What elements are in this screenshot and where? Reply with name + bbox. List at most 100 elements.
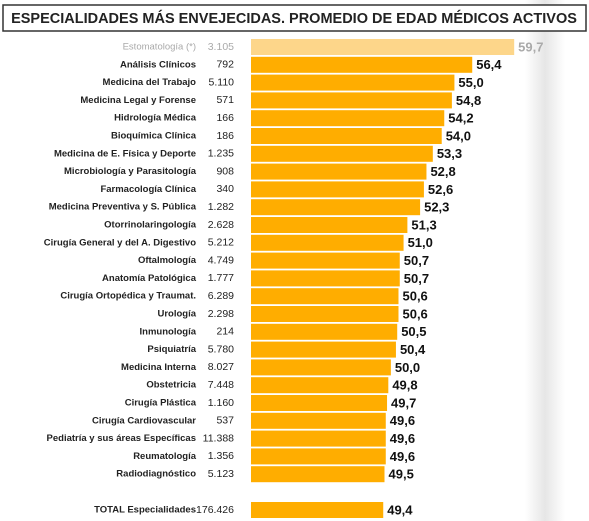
value-label: 52,8 bbox=[430, 164, 455, 179]
category-label: Obstetricia bbox=[146, 380, 196, 391]
bar bbox=[251, 56, 473, 73]
count-label: 1.777 bbox=[208, 272, 234, 284]
count-label: 2.628 bbox=[208, 219, 234, 231]
value-label: 53,3 bbox=[437, 146, 462, 161]
category-label: Bioquímica Clínica bbox=[111, 131, 197, 142]
count-label: 186 bbox=[216, 130, 234, 142]
bar bbox=[251, 252, 400, 269]
bar bbox=[251, 288, 399, 305]
count-label: 537 bbox=[216, 415, 234, 427]
count-label: 5.123 bbox=[208, 468, 234, 480]
bar bbox=[251, 92, 452, 109]
category-label: Cirugía Ortopédica y Traumat. bbox=[60, 291, 196, 302]
bar bbox=[251, 110, 445, 127]
category-label: Medicina Preventiva y S. Pública bbox=[49, 202, 197, 213]
count-label: 5.212 bbox=[208, 237, 234, 249]
count-label: 340 bbox=[216, 183, 234, 195]
category-label: Cirugía Cardiovascular bbox=[92, 415, 196, 426]
category-label: Pediatría y sus áreas Específicas bbox=[47, 433, 196, 444]
count-label: 6.289 bbox=[208, 290, 234, 302]
value-label: 50,7 bbox=[404, 253, 429, 268]
bar bbox=[251, 341, 396, 358]
bar bbox=[251, 145, 433, 162]
category-label: Medicina del Trabajo bbox=[103, 77, 197, 88]
category-label: Medicina de E. Física y Deporte bbox=[54, 148, 196, 159]
count-label: 3.105 bbox=[208, 41, 234, 53]
bar bbox=[251, 270, 400, 287]
value-label: 50,5 bbox=[401, 324, 426, 339]
value-label: 54,0 bbox=[446, 128, 471, 143]
bar bbox=[251, 306, 399, 322]
category-label: Medicina Legal y Forense bbox=[80, 95, 196, 106]
count-label: 571 bbox=[216, 94, 234, 106]
category-label: Otorrinolaringología bbox=[104, 220, 197, 231]
bar bbox=[251, 39, 515, 55]
category-label: Farmacología Clínica bbox=[100, 184, 196, 195]
category-label: Urología bbox=[157, 309, 196, 320]
category-label: Anatomía Patológica bbox=[102, 273, 197, 284]
count-label: 1.356 bbox=[208, 450, 234, 462]
count-label: 1.235 bbox=[208, 148, 234, 160]
bar bbox=[251, 323, 398, 340]
count-label: 1.160 bbox=[208, 397, 234, 409]
value-label: 49,4 bbox=[387, 502, 413, 517]
bar bbox=[251, 502, 384, 518]
value-label: 49,7 bbox=[391, 395, 416, 410]
value-label: 49,5 bbox=[389, 467, 414, 482]
bar bbox=[251, 199, 421, 216]
category-label: Radiodiagnóstico bbox=[116, 469, 196, 480]
chart-title: ESPECIALIDADES MÁS ENVEJECIDAS. PROMEDIO… bbox=[11, 10, 577, 27]
count-label: 1.282 bbox=[208, 201, 234, 213]
page-shadow bbox=[525, 0, 565, 521]
value-label: 49,6 bbox=[390, 431, 415, 446]
count-label: 908 bbox=[216, 165, 234, 177]
category-label: TOTAL Especialidades bbox=[94, 505, 196, 516]
count-label: 176.426 bbox=[196, 504, 234, 516]
bar bbox=[251, 395, 388, 411]
category-label: Cirugía General y del A. Digestivo bbox=[44, 237, 196, 248]
value-label: 59,7 bbox=[518, 39, 543, 54]
bar bbox=[251, 377, 389, 394]
value-label: 50,4 bbox=[400, 342, 426, 357]
value-label: 49,6 bbox=[390, 449, 415, 464]
value-label: 50,7 bbox=[404, 271, 429, 286]
bar bbox=[251, 128, 442, 144]
category-label: Estomatología (*) bbox=[123, 42, 196, 53]
count-label: 166 bbox=[216, 112, 234, 124]
value-label: 56,4 bbox=[476, 57, 502, 72]
bar bbox=[251, 448, 386, 465]
bar bbox=[251, 412, 386, 429]
title-box bbox=[2, 4, 587, 32]
bar bbox=[251, 234, 404, 251]
count-label: 5.110 bbox=[209, 76, 235, 88]
value-label: 54,2 bbox=[448, 111, 473, 126]
bar bbox=[251, 430, 386, 447]
count-label: 8.027 bbox=[208, 361, 234, 373]
count-label: 7.448 bbox=[208, 379, 234, 391]
bar bbox=[251, 74, 455, 91]
category-label: Reumatología bbox=[133, 451, 197, 462]
bar bbox=[251, 466, 385, 483]
count-label: 2.298 bbox=[208, 308, 234, 320]
count-label: 214 bbox=[216, 326, 234, 338]
count-label: 792 bbox=[216, 59, 234, 71]
value-label: 52,6 bbox=[428, 182, 453, 197]
category-label: Oftalmología bbox=[138, 255, 197, 266]
category-label: Cirugía Plástica bbox=[125, 398, 197, 409]
count-label: 5.780 bbox=[208, 343, 234, 355]
category-label: Microbiología y Parasitología bbox=[64, 166, 197, 177]
value-label: 51,3 bbox=[411, 217, 436, 232]
value-label: 50,6 bbox=[402, 289, 427, 304]
category-label: Psiquiatría bbox=[147, 344, 196, 355]
value-label: 50,6 bbox=[402, 306, 427, 321]
value-label: 52,3 bbox=[424, 200, 449, 215]
category-label: Análisis Clínicos bbox=[120, 59, 196, 70]
value-label: 49,6 bbox=[390, 413, 415, 428]
value-label: 50,0 bbox=[395, 360, 420, 375]
count-label: 11.388 bbox=[203, 432, 234, 444]
category-label: Hidrología Médica bbox=[114, 113, 197, 124]
count-label: 4.749 bbox=[208, 254, 234, 266]
value-label: 51,0 bbox=[408, 235, 433, 250]
category-label: Medicina Interna bbox=[121, 362, 197, 373]
